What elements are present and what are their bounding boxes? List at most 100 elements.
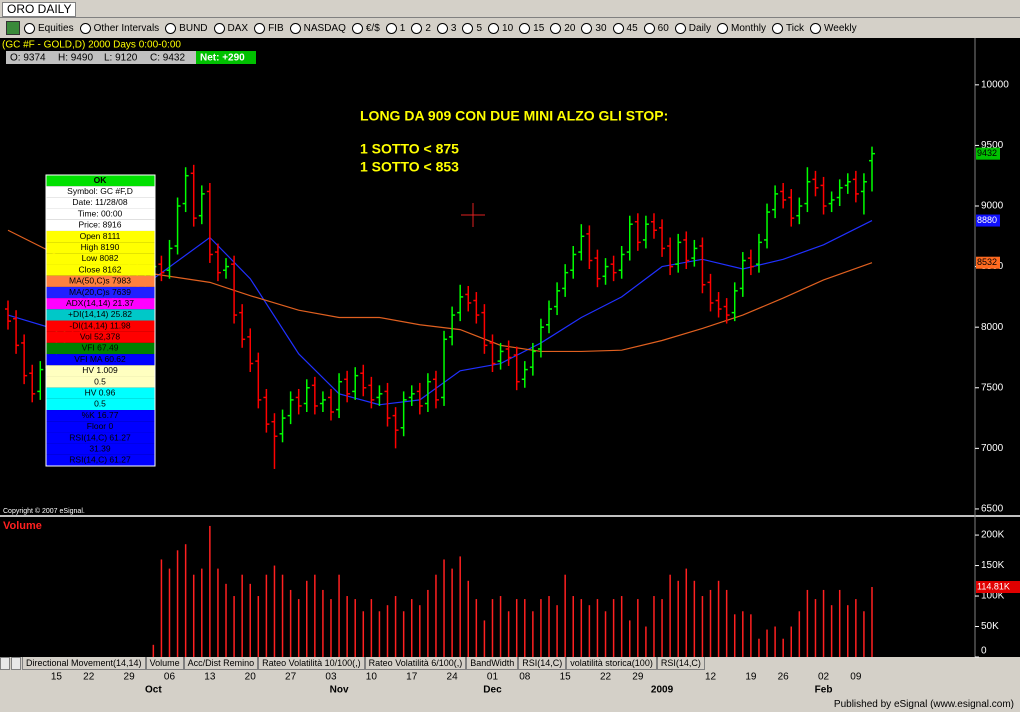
toolbar-button[interactable]: Tick [772, 22, 804, 34]
volume-bar [620, 596, 623, 657]
toolbar-label: 10 [502, 22, 514, 34]
toolbar-button[interactable]: €/$ [351, 22, 380, 34]
study-tab[interactable]: Acc/Dist Remino [183, 657, 259, 670]
toolbar-icon [254, 22, 266, 34]
volume-bar [184, 544, 187, 657]
volume-bar [717, 580, 720, 657]
annotation: 1 SOTTO < 875 [360, 141, 459, 157]
x-tick-label: 22 [83, 672, 95, 683]
toolbar-button[interactable]: FIB [254, 22, 284, 34]
study-tab[interactable]: volatilità storica(100) [566, 657, 657, 670]
toolbar-label: 3 [450, 22, 457, 34]
toolbar-label: FIB [268, 22, 284, 34]
data-window-row [46, 331, 155, 343]
volume-bar [176, 550, 179, 657]
toolbar-icon [165, 22, 177, 34]
x-tick-label: 06 [164, 672, 176, 683]
x-month-label: Oct [145, 685, 162, 696]
toolbar-button[interactable]: BUND [165, 22, 208, 34]
toolbar-button[interactable]: Daily [674, 22, 712, 34]
volume-bar [847, 605, 849, 657]
tab-nav[interactable] [0, 657, 10, 670]
volume-bar [201, 568, 203, 657]
toolbar-label: Daily [688, 22, 712, 34]
volume-bar [241, 574, 243, 657]
tab-nav[interactable] [11, 657, 21, 670]
volume-bar [822, 589, 825, 657]
toolbar-icon [772, 22, 784, 34]
volume-bar [871, 587, 873, 657]
toolbar-button[interactable]: Weekly [810, 22, 857, 34]
study-tab[interactable]: Volume [145, 657, 184, 670]
x-tick-label: 01 [487, 672, 499, 683]
volume-bar [209, 525, 211, 657]
volume-bar [798, 611, 801, 657]
data-window-text: VFI MA 60.62 [74, 354, 126, 364]
x-tick-label: 10 [366, 672, 378, 683]
study-tab[interactable]: Rateo Volatilità 6/100(,) [364, 657, 467, 670]
toolbar-icon[interactable] [6, 21, 20, 35]
volume-bar [330, 599, 332, 657]
volume-bar [386, 605, 389, 657]
y-tick-label: 50K [981, 621, 999, 632]
data-window-row [46, 342, 155, 355]
study-tab[interactable]: RSI(14,C) [518, 657, 567, 670]
volume-bar [653, 596, 655, 657]
toolbar-button[interactable]: 30 [581, 22, 607, 34]
study-tab[interactable]: Rateo Volatilità 10/100(,) [258, 657, 365, 670]
toolbar-button[interactable]: 45 [612, 22, 638, 34]
toolbar-button[interactable]: 5 [462, 22, 482, 34]
quote-value: L: 9120 [104, 53, 138, 64]
volume-bar [548, 596, 550, 657]
x-tick-label: 17 [406, 672, 418, 683]
study-tab[interactable]: BandWidth [466, 657, 519, 670]
toolbar: Equities Other Intervals BUND DAX FIB NASDAQ €… [0, 18, 1020, 38]
data-window-row [46, 454, 155, 466]
toolbar-button[interactable]: 3 [436, 22, 457, 34]
study-tab[interactable]: RSI(14,C) [656, 657, 705, 670]
toolbar-button[interactable]: 60 [643, 22, 669, 34]
volume-bar [192, 574, 195, 657]
toolbar-button[interactable]: 20 [550, 22, 575, 34]
volume-bar [855, 599, 857, 657]
study-tab[interactable]: Directional Movement(14,14) [22, 657, 146, 670]
toolbar-button[interactable]: 2 [411, 22, 431, 34]
volume-bar [507, 611, 510, 657]
data-window-text: VFI 67.49 [82, 343, 119, 353]
volume-bar [378, 611, 381, 657]
volume-bar [160, 559, 163, 657]
quote-value: C: 9432 [150, 53, 185, 64]
volume-bar [427, 589, 429, 657]
volume-bar [725, 589, 728, 657]
toolbar-button[interactable]: NASDAQ [289, 22, 346, 34]
volume-bar [669, 574, 671, 657]
data-window-text: RSI(14,C) 61.27 [69, 455, 131, 465]
volume-bar [540, 599, 542, 657]
volume-bar [306, 580, 308, 657]
volume-bar [410, 599, 413, 657]
data-window-text: Close 8162 [78, 264, 121, 274]
toolbar-button[interactable]: Other Intervals [79, 22, 159, 34]
data-window-text: OK [94, 175, 108, 185]
x-tick-label: 02 [818, 672, 830, 683]
toolbar-icon [351, 22, 363, 34]
toolbar-label: NASDAQ [303, 22, 346, 34]
x-tick-label: 29 [124, 672, 136, 683]
data-window-text: Floor 0 [87, 421, 114, 431]
toolbar-label: 60 [657, 22, 669, 34]
x-tick-label: 15 [51, 672, 63, 683]
toolbar-button[interactable]: Equities [24, 22, 74, 34]
toolbar-button[interactable]: DAX [213, 22, 248, 34]
toolbar-button[interactable]: 10 [488, 22, 514, 34]
toolbar-button[interactable]: 1 [385, 22, 405, 34]
volume-bar [863, 611, 865, 657]
toolbar-button[interactable]: 15 [519, 22, 544, 34]
volume-bar [524, 599, 526, 657]
volume-bar [701, 596, 704, 657]
volume-title: Volume [3, 520, 42, 532]
data-window-row [46, 320, 155, 332]
annotation: LONG DA 909 CON DUE MINI ALZO GLI STOP: [360, 108, 668, 124]
toolbar-button[interactable]: Monthly [717, 22, 766, 34]
y-tick-label: 100K [981, 591, 1005, 602]
